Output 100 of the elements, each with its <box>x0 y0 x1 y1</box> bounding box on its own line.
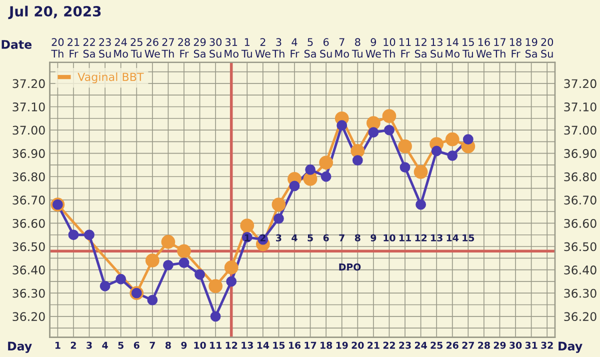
x-tick-label: 3 <box>86 342 92 349</box>
x2-tick-label: 19 Sa <box>526 38 538 58</box>
x-axis-title: Day <box>8 342 32 353</box>
x-tick-label: 20 <box>352 342 364 349</box>
annotation: 2 <box>260 234 266 242</box>
y-tick-label: 36.60 <box>12 218 45 228</box>
x-tick-label: 17 <box>304 342 316 349</box>
x-tick-label: 24 <box>414 342 427 349</box>
y2-tick-label: 36.80 <box>564 172 596 182</box>
x2-tick-label: 24 Mo <box>114 38 128 58</box>
annotation: 6 <box>323 234 329 242</box>
annotation: 12 <box>415 234 427 242</box>
y2-tick-label: 37.00 <box>564 126 596 135</box>
x-tick-label: 21 <box>368 342 380 349</box>
x2-tick-label: 31 Mo <box>224 38 238 58</box>
y2-tick-label: 36.20 <box>564 312 596 322</box>
point <box>350 144 365 158</box>
x2-tick-label: 15 Tu <box>462 38 474 58</box>
chart-title: Jul 20, 2023 <box>8 6 101 20</box>
x2-tick-label: 18 Fr <box>510 38 522 58</box>
point <box>100 280 110 292</box>
x2-tick-label: 22 Sa <box>83 38 95 58</box>
y-tick-label: 36.80 <box>12 172 45 182</box>
x2-tick-label: 2 We <box>255 38 270 58</box>
y2-tick-label: 36.90 <box>564 149 596 158</box>
y-tick-label: 36.20 <box>12 312 45 322</box>
point <box>319 156 334 170</box>
legend-label: Vaginal BBT <box>78 72 144 84</box>
x2-tick-label: 8 Tu <box>352 38 362 58</box>
x2-tick-label: 5 Sa <box>304 38 316 58</box>
point <box>84 230 94 240</box>
point <box>305 164 316 175</box>
x2-tick-label: 26 We <box>144 38 160 58</box>
y-tick-label: 36.70 <box>12 196 45 205</box>
point <box>210 311 221 322</box>
x2-tick-label: 3 Th <box>272 38 284 58</box>
x2-tick-label: 23 Su <box>99 38 111 58</box>
x-tick-label: 23 <box>399 342 411 349</box>
x-tick-label: 7 <box>150 342 155 349</box>
point <box>289 180 300 192</box>
x-tick-label: 32 <box>541 342 553 349</box>
x2-tick-label: 20 Th <box>51 38 64 58</box>
x2-tick-label: 30 Su <box>210 38 222 58</box>
x-tick-label: 18 <box>320 342 332 349</box>
x-tick-label: 25 <box>430 342 443 349</box>
point <box>226 276 237 287</box>
point <box>274 213 284 224</box>
point <box>400 162 410 173</box>
point <box>447 150 458 161</box>
point <box>352 155 363 166</box>
x-tick-label: 19 <box>336 342 348 349</box>
annotation: 14 <box>446 234 459 242</box>
point <box>145 254 160 268</box>
x-tick-label: 11 <box>210 342 222 349</box>
y2-tick-label: 36.70 <box>564 196 596 205</box>
point <box>431 146 442 156</box>
x-tick-label: 27 <box>462 342 474 349</box>
point <box>162 260 174 270</box>
x-tick-label: 9 <box>181 342 187 349</box>
point <box>194 269 205 280</box>
y-tick-label: 37.10 <box>12 102 45 112</box>
x-tick-label: 29 <box>494 342 506 349</box>
point <box>116 274 126 284</box>
annotation: 5 <box>308 234 313 242</box>
x2-tick-label: 29 Sa <box>194 38 206 58</box>
x-tick-label: 13 <box>242 342 253 349</box>
x2-tick-label: 17 Th <box>493 38 506 58</box>
annotation: 4 <box>292 234 298 242</box>
annotation: 13 <box>431 234 442 242</box>
text: Day <box>558 342 582 353</box>
x2-tick-label: 20 Su <box>541 38 554 58</box>
x-tick-label: 6 <box>134 342 140 349</box>
point <box>382 109 396 123</box>
x2-tick-label: 28 Fr <box>178 38 190 58</box>
y-tick-label: 36.50 <box>12 242 45 252</box>
point <box>177 244 191 258</box>
annotation: 15 <box>462 234 474 242</box>
annotation: 9 <box>370 234 376 242</box>
point <box>368 127 379 138</box>
x2-tick-label: 11 Fr <box>400 38 411 58</box>
x2-tick-label: 1 Tu <box>241 38 252 58</box>
point <box>414 165 428 179</box>
x2-tick-label: 10 Th <box>382 38 396 58</box>
point <box>398 139 412 154</box>
y-tick-label: 36.90 <box>12 149 45 158</box>
point <box>224 260 238 274</box>
y2-tick-label: 36.40 <box>564 266 596 274</box>
x-tick-label: 5 <box>118 342 124 349</box>
point <box>240 218 254 232</box>
x2-tick-label: 9 We <box>366 38 381 58</box>
annotation: 11 <box>400 234 411 242</box>
x-tick-label: 1 <box>55 342 60 349</box>
x-tick-label: 15 <box>273 342 285 349</box>
y-tick-label: 37.20 <box>12 79 45 88</box>
y-tick-label: 37.00 <box>12 126 45 135</box>
x-tick-label: 10 <box>194 342 206 349</box>
point <box>366 116 380 130</box>
x2-tick-label: 13 Su <box>430 38 442 58</box>
annotation: 3 <box>276 234 282 242</box>
y2-tick-label: 36.30 <box>564 288 596 298</box>
